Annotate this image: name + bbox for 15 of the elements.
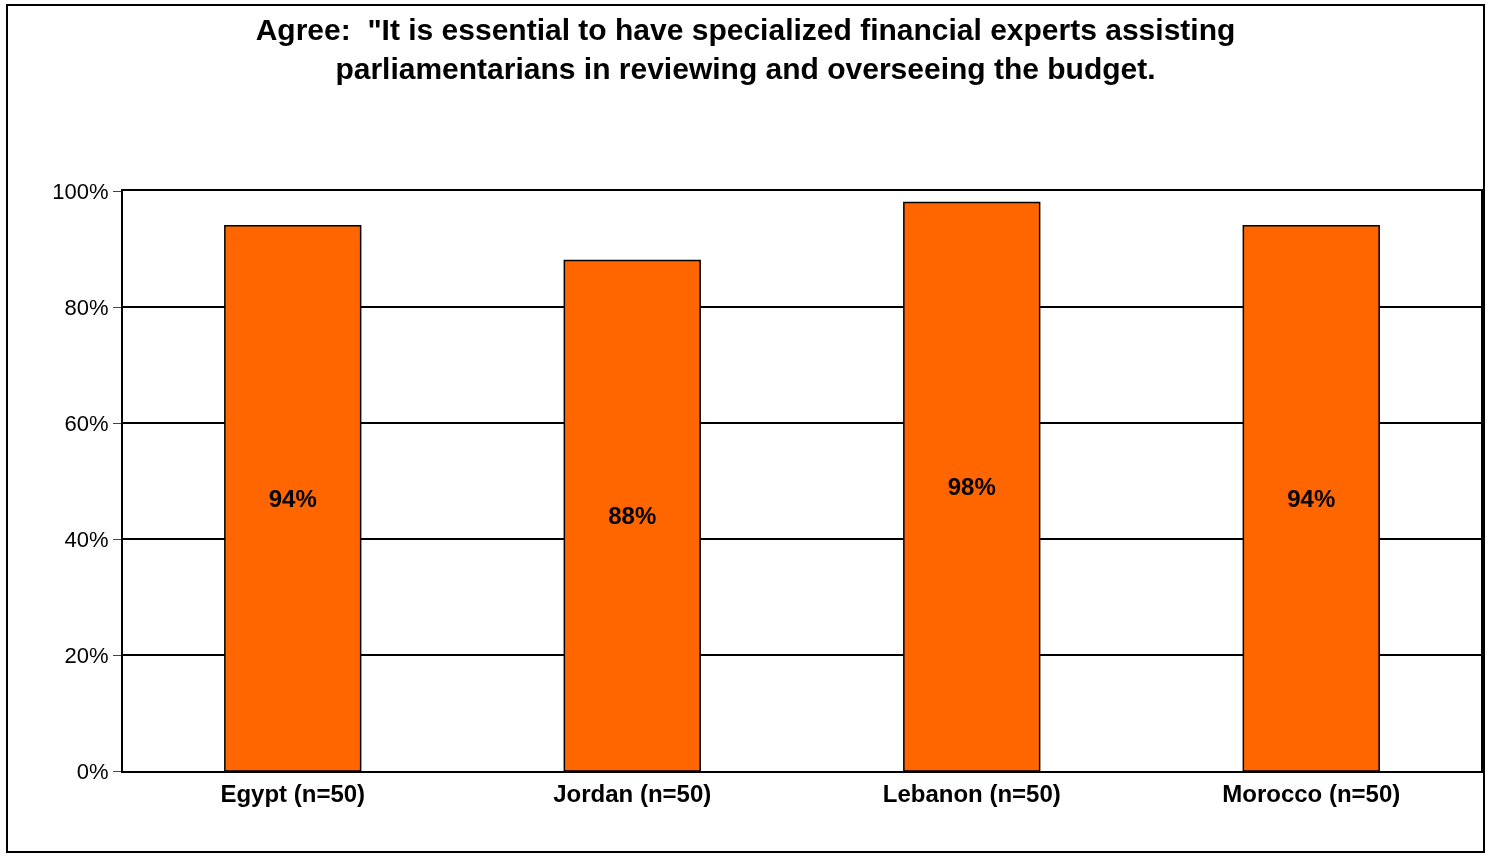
y-tick-label: 40% bbox=[64, 526, 109, 552]
x-tick-label: Jordan (n=50) bbox=[553, 779, 712, 807]
data-label: 98% bbox=[947, 473, 996, 501]
x-tick-label: Egypt (n=50) bbox=[220, 779, 366, 807]
x-tick-label: Morocco (n=50) bbox=[1222, 779, 1401, 807]
y-tick-label: 0% bbox=[76, 758, 109, 784]
x-tick-label: Lebanon (n=50) bbox=[882, 779, 1061, 807]
y-tick-label: 100% bbox=[52, 178, 109, 204]
data-label: 88% bbox=[608, 502, 657, 530]
chart-title: Agree: "It is essential to have specialized financial experts assisting parliamentarians in reviewing and overseeing the budget. bbox=[255, 12, 1236, 85]
y-tick-label: 60% bbox=[64, 410, 109, 436]
data-label: 94% bbox=[268, 484, 317, 512]
data-label: 94% bbox=[1287, 484, 1336, 512]
y-tick-label: 80% bbox=[64, 294, 109, 320]
y-tick-label: 20% bbox=[64, 642, 109, 668]
